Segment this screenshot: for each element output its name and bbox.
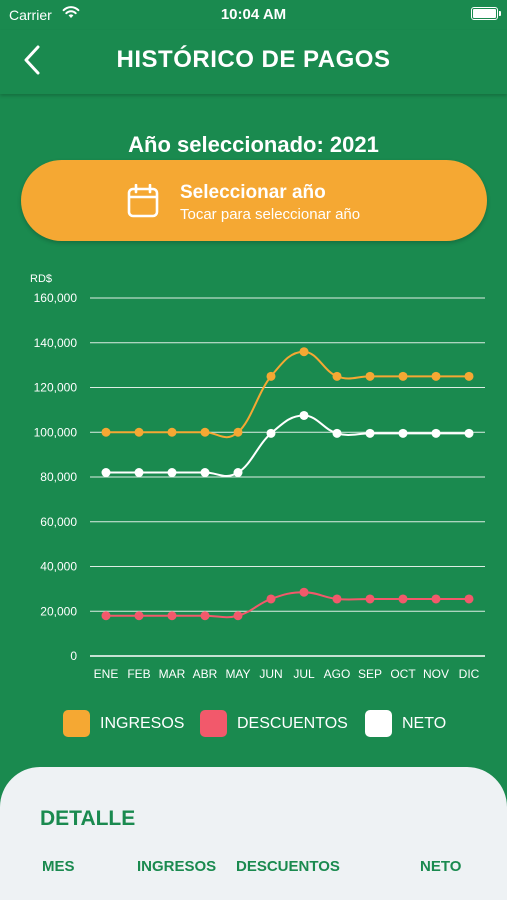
detail-title: DETALLE	[40, 807, 136, 830]
data-point-ingresos	[431, 371, 441, 381]
data-point-ingresos	[101, 427, 111, 437]
battery-tip	[499, 11, 501, 16]
y-tick-label: 100,000	[34, 425, 78, 439]
data-point-descuentos	[398, 594, 408, 604]
data-point-neto	[332, 428, 342, 438]
data-point-descuentos	[134, 611, 144, 621]
x-tick-label: JUN	[259, 667, 282, 681]
data-point-ingresos	[464, 371, 474, 381]
data-point-descuentos	[464, 594, 474, 604]
data-point-neto	[365, 428, 375, 438]
x-tick-label: JUL	[293, 667, 315, 681]
data-point-descuentos	[266, 594, 276, 604]
data-point-ingresos	[332, 371, 342, 381]
column-header-mes: MES	[42, 858, 75, 875]
data-point-neto	[464, 428, 474, 438]
x-tick-label: MAR	[159, 667, 186, 681]
data-point-ingresos	[299, 347, 309, 357]
data-point-descuentos	[332, 594, 342, 604]
y-tick-label: 140,000	[34, 336, 78, 350]
select-year-button[interactable]: Seleccionar año Tocar para seleccionar a…	[21, 160, 487, 241]
data-point-ingresos	[167, 427, 177, 437]
battery-icon	[471, 7, 498, 20]
series-line-descuentos	[105, 591, 469, 619]
data-point-descuentos	[431, 594, 441, 604]
calendar-icon	[127, 184, 159, 218]
detail-panel: DETALLE MES INGRESOS DESCUENTOS NETO	[0, 767, 507, 900]
data-point-descuentos	[233, 611, 243, 621]
y-tick-label: 80,000	[40, 470, 77, 484]
data-point-neto	[398, 428, 408, 438]
status-bar: Carrier 10:04 AM	[0, 0, 507, 30]
select-year-title: Seleccionar año	[180, 182, 326, 203]
column-header-ingresos: INGRESOS	[137, 858, 217, 875]
data-point-neto	[299, 410, 309, 420]
wifi-icon	[62, 6, 80, 18]
legend-neto-swatch	[365, 710, 392, 737]
x-tick-label: ENE	[94, 667, 119, 681]
x-tick-label: AGO	[324, 667, 351, 681]
clock: 10:04 AM	[220, 6, 287, 23]
data-point-descuentos	[365, 594, 375, 604]
data-point-neto	[167, 468, 177, 478]
legend-descuentos-swatch	[200, 710, 227, 737]
back-button[interactable]	[18, 42, 50, 78]
x-tick-label: OCT	[390, 667, 416, 681]
data-point-neto	[200, 468, 210, 478]
x-tick-label: MAY	[225, 667, 250, 681]
chart-legend: INGRESOS DESCUENTOS NETO	[0, 708, 507, 742]
legend-neto: NETO	[365, 710, 446, 737]
data-point-neto	[233, 468, 243, 478]
header: HISTÓRICO DE PAGOS	[0, 30, 507, 94]
y-tick-label: 160,000	[34, 291, 78, 305]
y-tick-label: 20,000	[40, 604, 77, 618]
legend-neto-label: NETO	[402, 714, 447, 732]
data-point-ingresos	[398, 371, 408, 381]
carrier-label: Carrier	[9, 7, 52, 23]
series-line-ingresos	[105, 350, 469, 439]
y-tick-label: 60,000	[40, 515, 77, 529]
data-point-neto	[134, 468, 144, 478]
page-title: HISTÓRICO DE PAGOS	[116, 46, 391, 73]
x-tick-label: ABR	[193, 667, 218, 681]
data-point-ingresos	[134, 427, 144, 437]
data-point-ingresos	[365, 371, 375, 381]
data-point-neto	[101, 468, 111, 478]
data-point-ingresos	[266, 371, 276, 381]
series-line-neto	[106, 414, 469, 477]
x-tick-label: FEB	[127, 667, 150, 681]
data-point-neto	[266, 428, 276, 438]
data-point-descuentos	[200, 611, 210, 621]
data-point-descuentos	[167, 611, 177, 621]
payments-line-chart: RD$ 0 20,000 40,000 60,000 80,000 100,000 120,0…	[30, 273, 485, 681]
y-tick-label: 0	[70, 649, 77, 663]
legend-descuentos-label: DESCUENTOS	[237, 714, 348, 732]
data-point-ingresos	[200, 427, 210, 437]
column-header-neto: NETO	[420, 858, 462, 875]
y-axis-label: RD$	[30, 273, 52, 285]
y-tick-label: 40,000	[40, 560, 77, 574]
data-point-descuentos	[299, 587, 309, 597]
y-tick-label: 120,000	[34, 381, 78, 395]
selected-year-label: Año seleccionado: 2021	[128, 132, 379, 157]
x-tick-label: SEP	[358, 667, 382, 681]
x-tick-label: DIC	[459, 667, 480, 681]
legend-ingresos: INGRESOS	[63, 710, 184, 737]
legend-ingresos-label: INGRESOS	[100, 714, 185, 732]
select-year-subtitle: Tocar para seleccionar año	[180, 206, 361, 223]
column-header-descuentos: DESCUENTOS	[236, 858, 340, 875]
data-point-neto	[431, 428, 441, 438]
data-point-descuentos	[101, 611, 111, 621]
legend-ingresos-swatch	[63, 710, 90, 737]
data-point-ingresos	[233, 427, 243, 437]
legend-descuentos: DESCUENTOS	[200, 710, 348, 737]
x-tick-label: NOV	[423, 667, 449, 681]
